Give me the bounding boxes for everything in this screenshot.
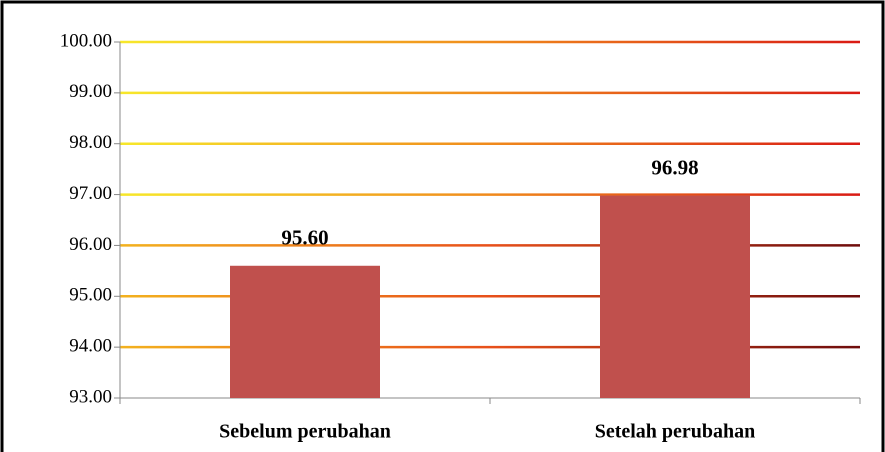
y-tick-label: 93.00 (69, 386, 112, 407)
y-tick-label: 100.00 (60, 30, 112, 51)
bar (600, 195, 750, 398)
x-tick-label: Sebelum perubahan (219, 421, 391, 443)
y-tick-label: 98.00 (69, 132, 112, 153)
value-label: 96.98 (651, 155, 698, 179)
bar (230, 265, 380, 398)
y-tick-label: 94.00 (69, 336, 112, 357)
value-label: 95.60 (281, 226, 328, 250)
y-tick-label: 97.00 (69, 183, 112, 204)
y-tick-label: 96.00 (69, 234, 112, 255)
y-tick-label: 95.00 (69, 285, 112, 306)
y-tick-label: 99.00 (69, 81, 112, 102)
x-tick-label: Setelah perubahan (595, 421, 756, 443)
